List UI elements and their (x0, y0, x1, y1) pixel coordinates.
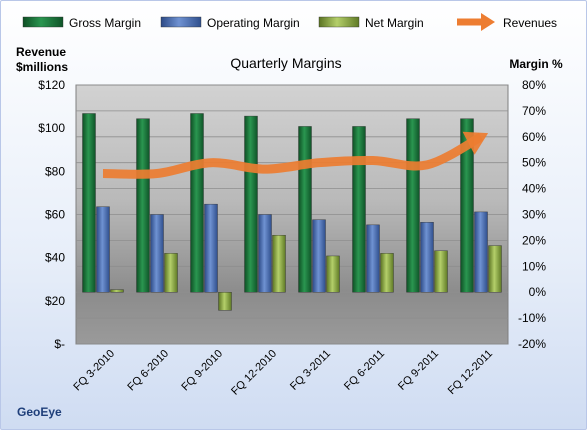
left-axis-ticks: $- $20 $40 $60 $80 $100 $120 (38, 78, 65, 351)
gross-margin-bar (136, 118, 150, 293)
x-tick-label: FQ 9-2010 (179, 348, 225, 394)
x-tick-label: FQ 3-2011 (288, 348, 333, 393)
legend-label: Revenues (503, 16, 557, 30)
legend-label: Net Margin (365, 16, 424, 30)
net-margin-bar (164, 253, 178, 293)
net-margin-bar (434, 250, 448, 293)
right-tick-label: 40% (522, 182, 546, 196)
right-tick-label: 50% (522, 156, 546, 170)
bars (82, 113, 502, 311)
gross-margin-bar (352, 126, 366, 293)
right-tick-label: 30% (522, 208, 546, 222)
right-tick-label: 60% (522, 130, 546, 144)
x-axis-ticks: FQ 3-2010 FQ 6-2010 FQ 9-2010 FQ 12-2010 FQ … (71, 348, 495, 398)
net-margin-legend-swatch (318, 16, 360, 28)
net-margin-bar (488, 245, 502, 293)
operating-margin-bar (474, 211, 488, 293)
net-margin-bar (326, 255, 340, 293)
x-tick-label: FQ 6-2011 (342, 348, 387, 393)
legend-label: Gross Margin (69, 16, 141, 30)
left-tick-label: $20 (45, 294, 65, 308)
left-tick-label: $60 (45, 208, 65, 222)
gross-margin-bar (298, 126, 312, 293)
right-axis-title: Margin % (509, 57, 563, 71)
right-tick-label: -20% (518, 337, 546, 351)
gross-margin-bar (82, 113, 96, 293)
gross-margin-bar (406, 118, 420, 293)
left-tick-label: $120 (38, 78, 65, 92)
gross-margin-bar (190, 113, 204, 293)
legend: Gross Margin Operating Margin Net Margin Re… (22, 13, 557, 31)
gross-margin-bar (460, 118, 474, 293)
x-tick-label: FQ 9-2011 (396, 348, 441, 393)
operating-margin-bar (420, 222, 434, 293)
right-tick-label: 20% (522, 233, 546, 247)
operating-margin-bar (312, 219, 326, 293)
left-axis-title-line2: $millions (16, 60, 68, 74)
chart-title: Quarterly Margins (230, 55, 341, 71)
right-tick-label: 0% (529, 285, 547, 299)
operating-margin-bar (366, 224, 380, 293)
revenues-legend-arrowhead (481, 13, 495, 31)
net-margin-bar (272, 235, 286, 293)
operating-margin-bar (150, 214, 164, 293)
right-tick-label: 10% (522, 259, 546, 273)
revenue-line-path (102, 132, 484, 179)
left-axis-title-line1: Revenue (16, 45, 66, 59)
right-tick-label: -10% (518, 311, 546, 325)
operating-margin-bar (258, 214, 272, 293)
x-tick-label: FQ 12-2010 (229, 348, 279, 398)
operating-margin-bar (204, 203, 218, 293)
right-tick-label: 80% (522, 78, 546, 92)
left-tick-label: $80 (45, 164, 65, 178)
gross-margin-legend-swatch (22, 16, 64, 28)
x-tick-label: FQ 6-2010 (125, 348, 171, 394)
left-tick-label: $100 (38, 121, 65, 135)
left-tick-label: $- (54, 337, 65, 351)
revenue-line (102, 131, 489, 179)
operating-margin-bar (96, 206, 110, 293)
x-tick-label: FQ 3-2010 (71, 348, 117, 394)
right-tick-label: 70% (522, 104, 546, 118)
legend-label: Operating Margin (207, 16, 300, 30)
source-label: GeoEye (17, 405, 62, 419)
right-axis-ticks: -20% -10% 0% 10% 20% 30% 40% 50% 60% 70% 80% (518, 78, 546, 351)
net-margin-bar (110, 289, 124, 293)
operating-margin-legend-swatch (160, 16, 202, 28)
net-margin-bar (218, 292, 232, 311)
net-margin-bar (380, 253, 394, 293)
gross-margin-bar (244, 115, 258, 293)
revenue-arrowhead (462, 131, 489, 155)
left-tick-label: $40 (45, 251, 65, 265)
x-tick-label: FQ 12-2011 (446, 348, 495, 397)
